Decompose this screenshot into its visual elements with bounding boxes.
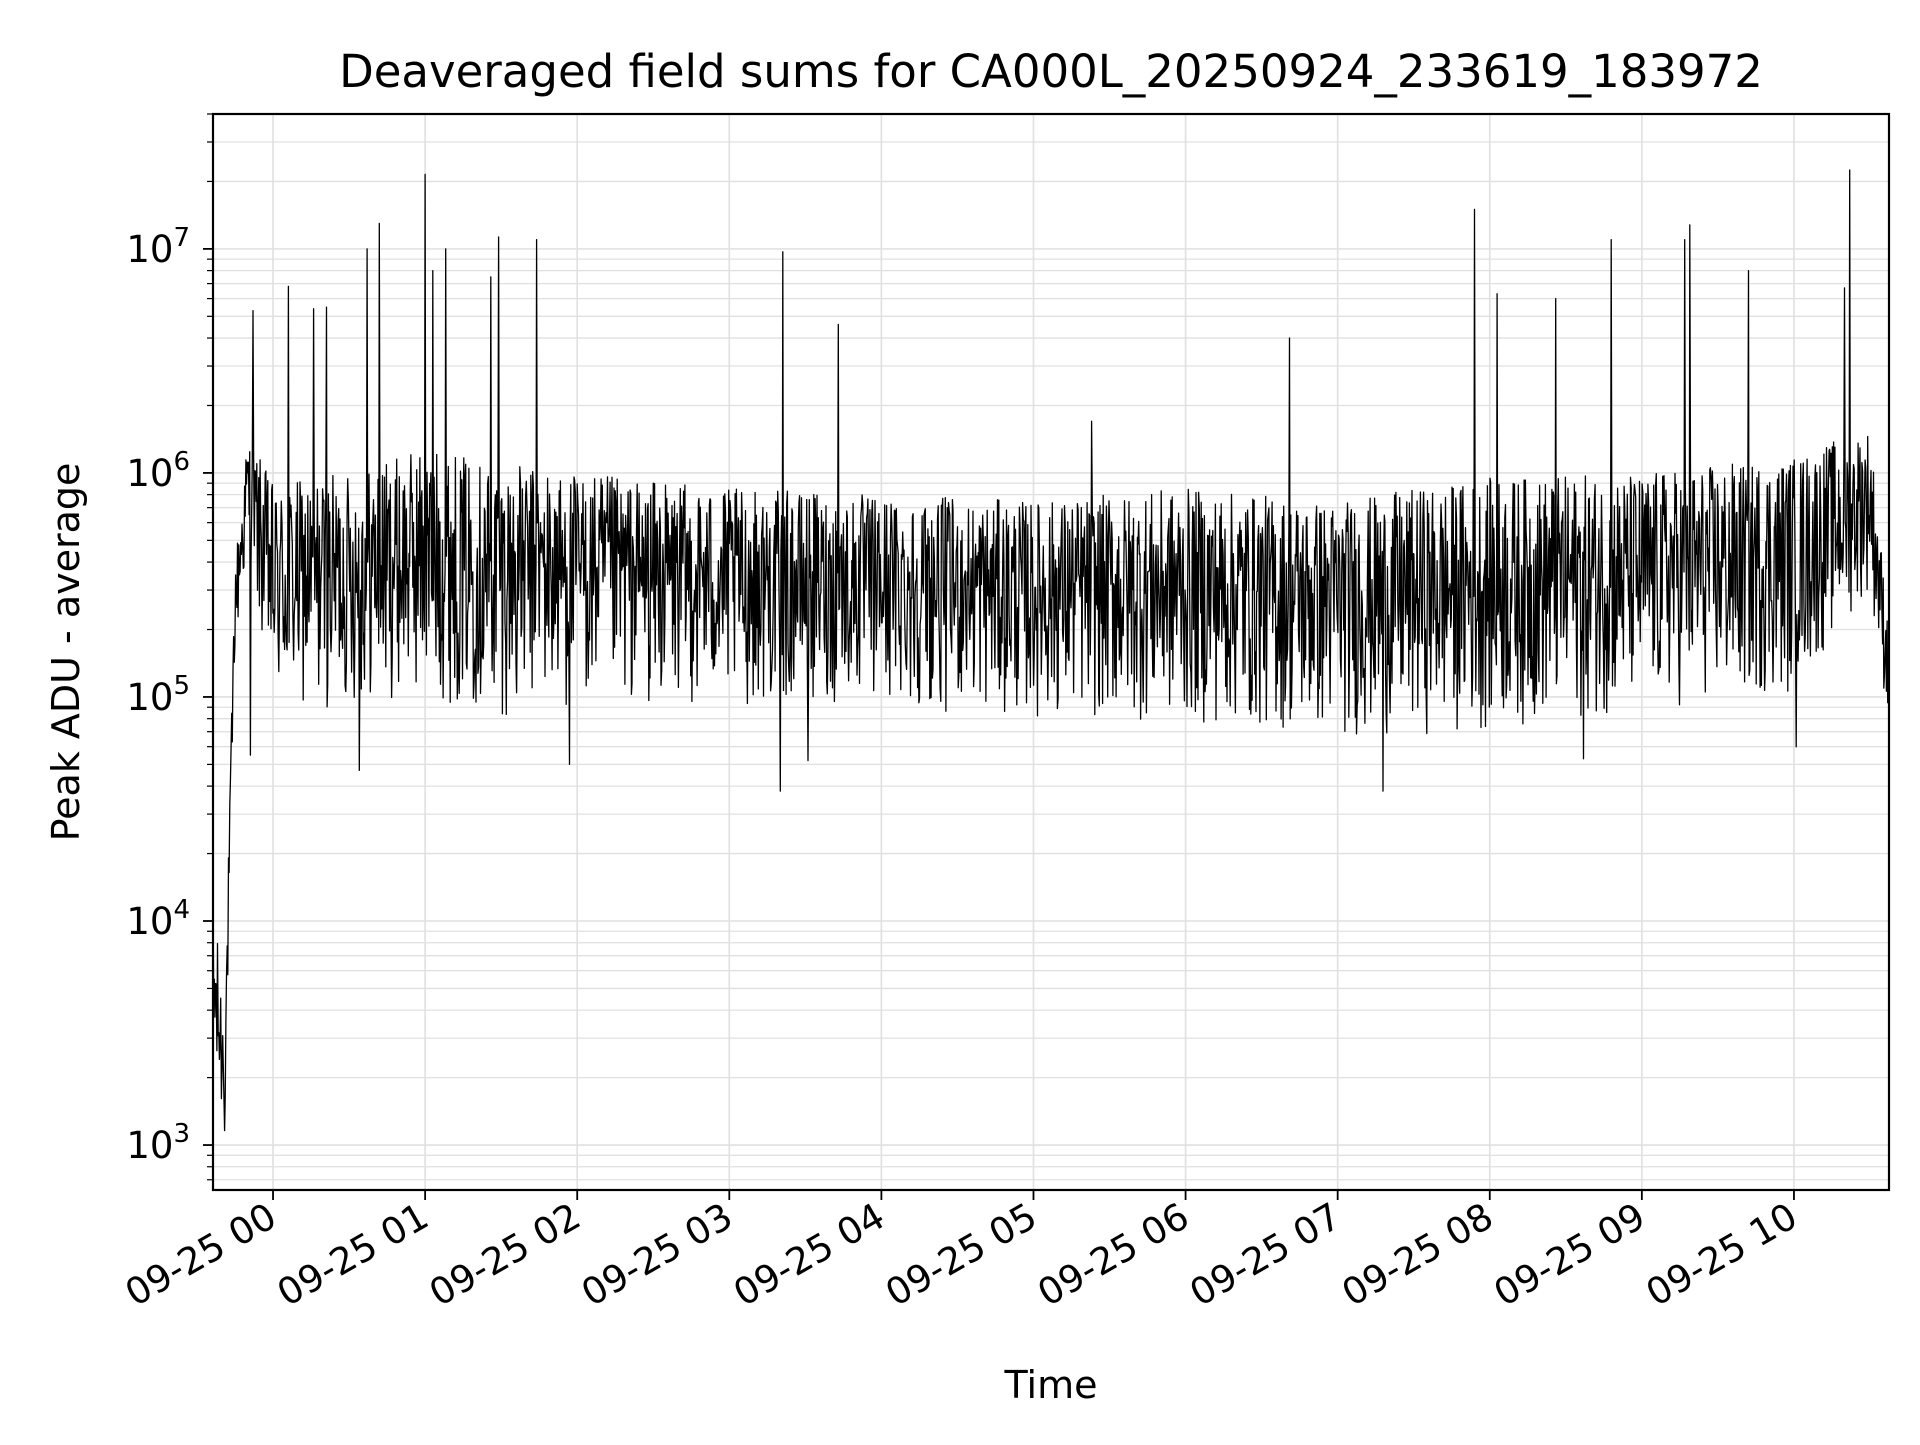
y-tick-label: 106 — [126, 447, 190, 495]
grid-layer — [213, 113, 1889, 1190]
series-line — [212, 169, 1890, 1132]
y-axis-label: Peak ADU - average — [44, 463, 88, 842]
plot-frame — [211, 112, 1891, 1192]
y-tick-label: 105 — [126, 671, 190, 719]
chart-title: Deaveraged field sums for CA000L_2025092… — [339, 45, 1763, 98]
y-tick-label: 104 — [126, 895, 190, 943]
y-tick-label: 107 — [126, 223, 190, 271]
y-tick-label: 103 — [126, 1119, 190, 1167]
x-axis-label: Time — [1004, 1363, 1098, 1407]
data-layer — [212, 169, 1890, 1132]
